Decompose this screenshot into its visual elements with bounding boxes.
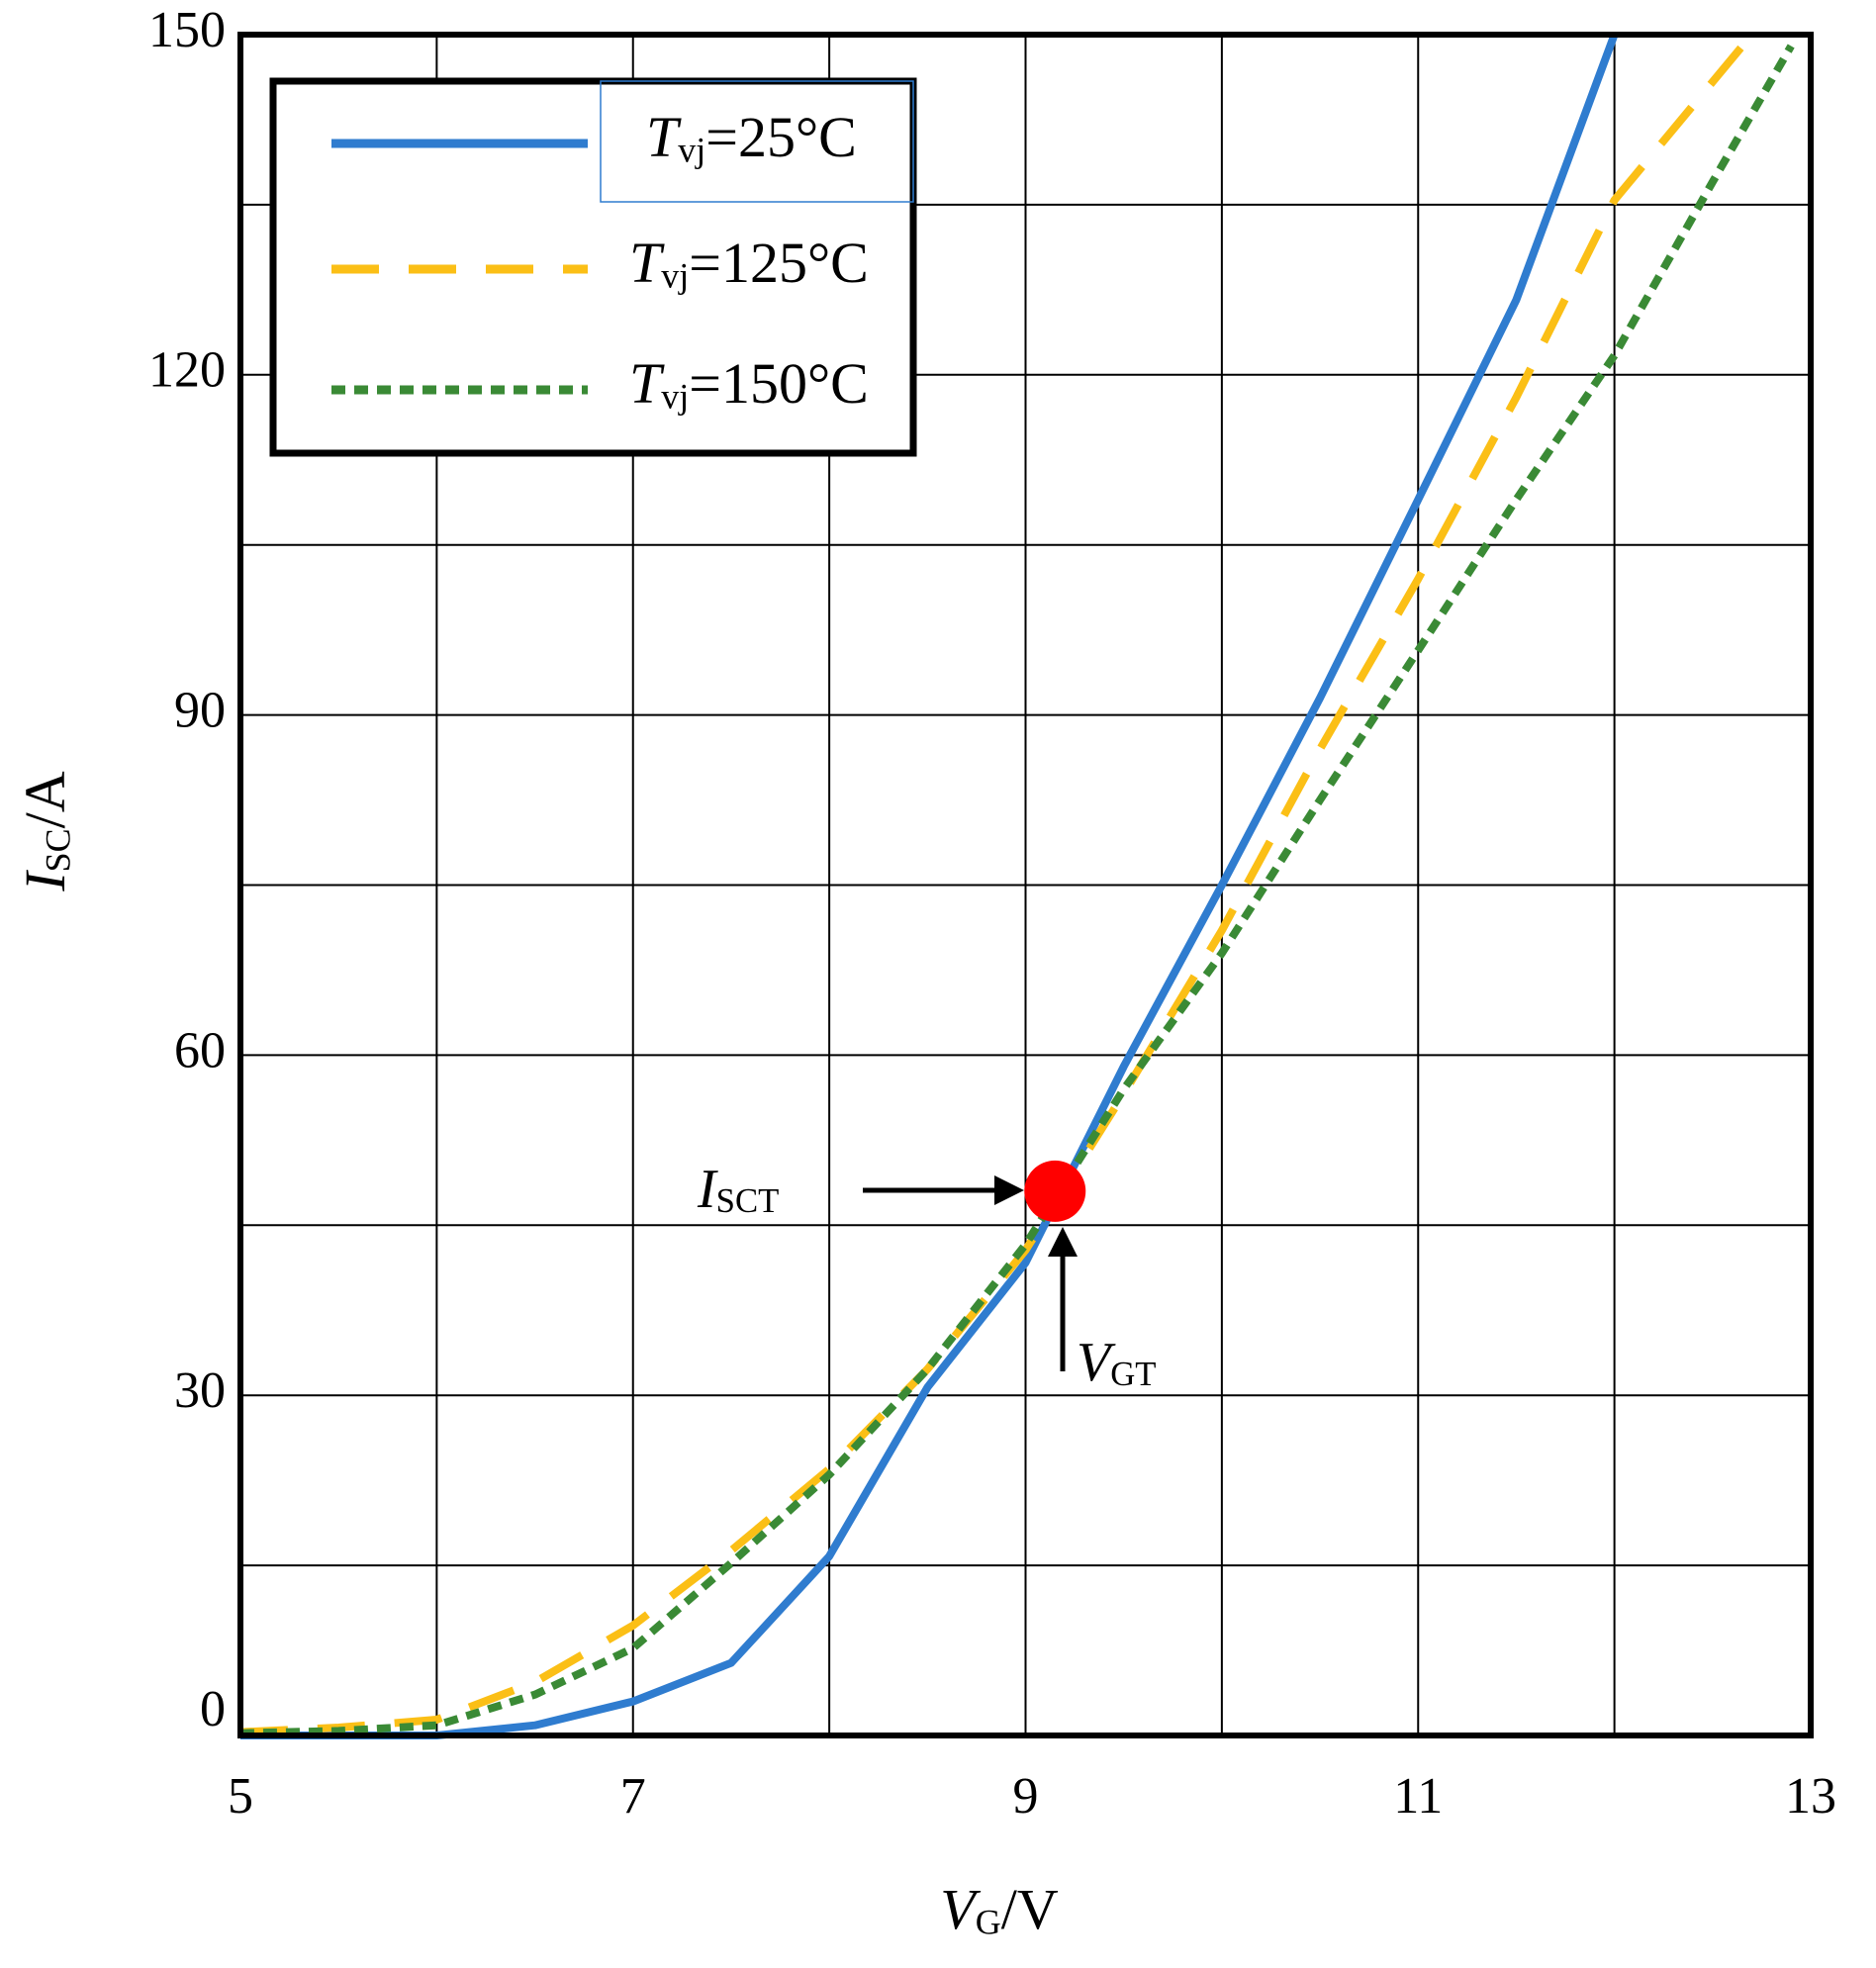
line [239, 44, 1795, 1737]
y-tick-label: 0 [200, 1681, 226, 1737]
annotation: VGT [1077, 1332, 1157, 1393]
annotations: ISCT VGT [697, 1159, 1157, 1393]
x-tick-label: 5 [228, 1768, 253, 1825]
y-tick-label: 150 [148, 2, 226, 58]
x-tick-label: 7 [620, 1768, 646, 1825]
legend-label: Tvj=150°C [629, 351, 869, 416]
y-tick-label: 60 [174, 1022, 226, 1078]
annotation: ISCT [697, 1159, 779, 1220]
plot [239, 32, 1795, 1739]
y-axis-title: ISC/A [13, 771, 77, 891]
y-tick-label: 30 [174, 1362, 226, 1419]
legend-label: Tvj=125°C [629, 231, 869, 295]
legend: Tvj=25°C Tvj=125°C Tvj=150°C [269, 77, 917, 457]
legend-label: Tvj=25°C [646, 105, 857, 169]
threshold-point [1024, 1160, 1086, 1222]
y-tick-label: 120 [148, 342, 226, 399]
y-tick-label: 90 [174, 683, 226, 739]
line [240, 33, 1619, 1739]
legend-highlight [600, 80, 914, 203]
x-tick-label: 13 [1785, 1768, 1836, 1825]
x-tick-label: 11 [1393, 1768, 1443, 1825]
plot-frame [237, 32, 1814, 1738]
x-tick-label: 9 [1013, 1768, 1039, 1825]
x-axis-title: VG/V [940, 1877, 1059, 1941]
